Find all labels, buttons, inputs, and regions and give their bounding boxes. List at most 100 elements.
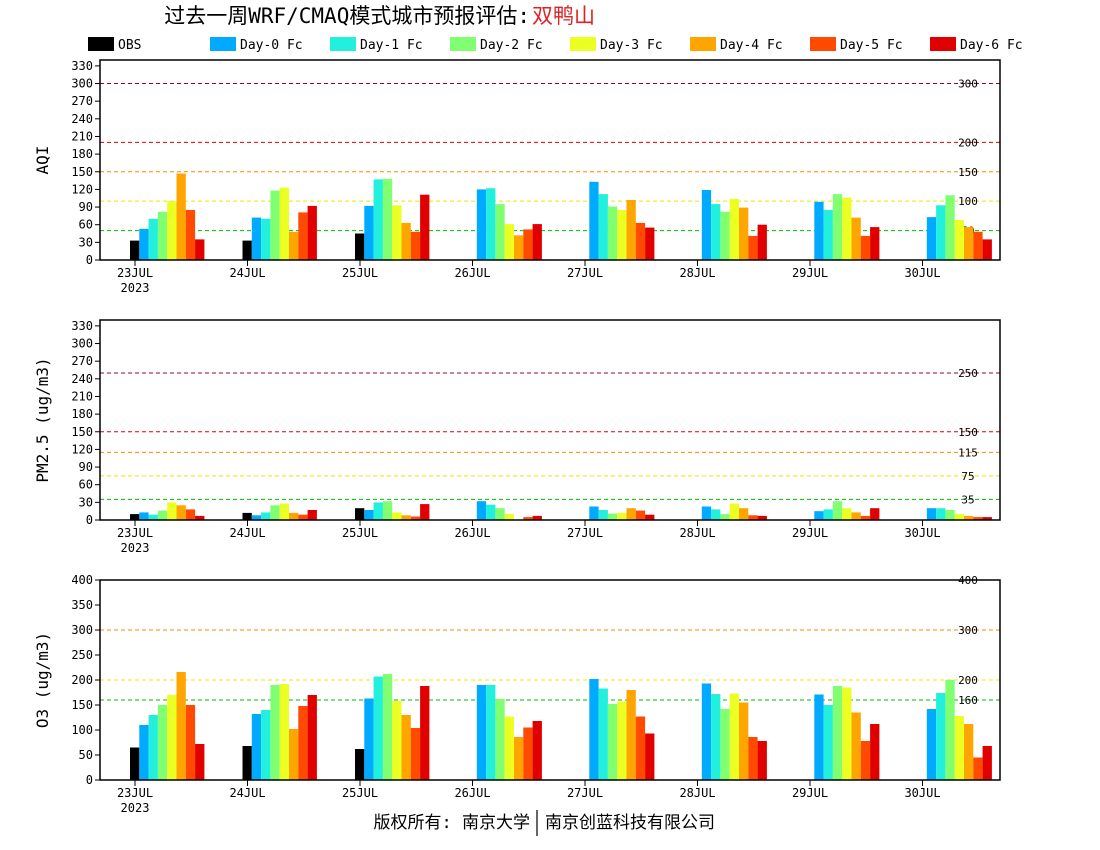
bar-day-3-fc bbox=[392, 205, 402, 260]
bar-day-2-fc bbox=[720, 514, 730, 520]
bar-day-6-fc bbox=[420, 504, 430, 520]
bar-day-4-fc bbox=[626, 200, 636, 260]
bar-day-5-fc bbox=[523, 229, 533, 260]
bar-day-1-fc bbox=[823, 705, 833, 780]
bar-day-6-fc bbox=[532, 224, 542, 260]
bar-obs bbox=[242, 240, 252, 260]
bar-day-1-fc bbox=[598, 688, 608, 780]
bar-day-2-fc bbox=[945, 680, 955, 780]
bar-day-1-fc bbox=[711, 509, 721, 520]
bar-day-3-fc bbox=[617, 701, 627, 780]
bar-day-5-fc bbox=[973, 757, 983, 780]
bar-day-0-fc bbox=[364, 205, 374, 260]
bar-day-5-fc bbox=[185, 509, 196, 520]
bar-day-3-fc bbox=[954, 220, 964, 260]
bar-day-1-fc bbox=[711, 204, 721, 260]
threshold-label: 250 bbox=[958, 367, 978, 380]
bar-day-3-fc bbox=[504, 224, 514, 260]
bar-day-1-fc bbox=[148, 218, 158, 260]
bar-day-4-fc bbox=[289, 231, 299, 260]
bar-day-5-fc bbox=[973, 231, 983, 260]
threshold-label: 160 bbox=[958, 694, 978, 707]
bar-day-4-fc bbox=[176, 672, 186, 780]
y-tick-label: 400 bbox=[71, 573, 93, 587]
bar-day-2-fc bbox=[832, 686, 843, 780]
bar-day-0-fc bbox=[589, 506, 599, 520]
bar-day-6-fc bbox=[757, 515, 767, 520]
bar-day-6-fc bbox=[645, 227, 655, 260]
y-tick-label: 210 bbox=[71, 129, 93, 143]
bar-day-3-fc bbox=[842, 197, 852, 260]
bar-day-6-fc bbox=[870, 724, 880, 780]
bar-day-0-fc bbox=[476, 189, 487, 260]
footer-left: 版权所有: 南京大学 bbox=[374, 813, 530, 833]
bar-day-0-fc bbox=[251, 515, 262, 520]
plot-frame bbox=[99, 319, 1001, 521]
bar-day-1-fc bbox=[148, 514, 158, 520]
y-tick-label: 90 bbox=[79, 200, 93, 214]
x-tick-label: 24JUL bbox=[229, 526, 265, 540]
legend-swatch bbox=[88, 37, 114, 51]
bar-day-1-fc bbox=[486, 685, 496, 780]
o3-panel: 16020030040005010015020025030035040023JU… bbox=[33, 573, 1001, 815]
x-tick-label: 25JUL bbox=[342, 786, 378, 800]
bar-day-5-fc bbox=[185, 705, 196, 780]
bar-day-1-fc bbox=[936, 693, 946, 780]
bar-day-0-fc bbox=[589, 679, 599, 780]
bar-day-2-fc bbox=[270, 505, 280, 520]
bar-day-0-fc bbox=[364, 510, 374, 520]
y-tick-label: 30 bbox=[79, 235, 93, 249]
bar-day-6-fc bbox=[307, 510, 317, 520]
threshold-label: 35 bbox=[961, 493, 974, 506]
bar-day-1-fc bbox=[486, 188, 496, 260]
bar-obs bbox=[355, 508, 365, 520]
bar-day-0-fc bbox=[251, 714, 262, 780]
bar-day-1-fc bbox=[373, 179, 383, 260]
bar-day-0-fc bbox=[589, 181, 599, 260]
legend-swatch bbox=[450, 37, 476, 51]
bar-day-3-fc bbox=[504, 514, 514, 520]
threshold-label: 200 bbox=[958, 136, 978, 149]
x-tick-label: 25JUL bbox=[342, 526, 378, 540]
bar-day-3-fc bbox=[167, 695, 177, 780]
bar-day-1-fc bbox=[261, 218, 271, 260]
bar-day-1-fc bbox=[261, 512, 271, 520]
legend-label: Day-3 Fc bbox=[600, 38, 663, 53]
bar-day-6-fc bbox=[645, 733, 655, 780]
y-tick-label: 180 bbox=[71, 407, 93, 421]
bar-day-4-fc bbox=[289, 729, 299, 780]
bar-day-4-fc bbox=[964, 724, 974, 780]
bar-day-2-fc bbox=[157, 211, 168, 260]
bar-day-3-fc bbox=[729, 503, 739, 520]
bar-obs bbox=[130, 240, 140, 260]
bar-day-3-fc bbox=[392, 512, 402, 520]
bar-day-2-fc bbox=[607, 206, 618, 260]
bar-obs bbox=[242, 512, 252, 520]
legend-label: Day-0 Fc bbox=[240, 38, 303, 53]
bar-day-3-fc bbox=[617, 512, 627, 520]
legend-swatch bbox=[330, 37, 356, 51]
x-tick-label: 24JUL bbox=[229, 786, 265, 800]
bar-day-6-fc bbox=[870, 508, 880, 520]
y-tick-label: 50 bbox=[79, 748, 93, 762]
y-tick-label: 270 bbox=[71, 354, 93, 368]
y-tick-label: 60 bbox=[79, 218, 93, 232]
bar-day-4-fc bbox=[964, 515, 974, 520]
pm25-panel: 35 75 115 150 250 0 30 60 90 120 150 180 210 240 270 30… bbox=[33, 319, 1001, 555]
y-tick-label: 330 bbox=[71, 59, 93, 73]
bar-day-6-fc bbox=[307, 695, 317, 780]
bar-day-6-fc bbox=[195, 515, 205, 520]
legend-swatch bbox=[690, 37, 716, 51]
threshold-label: 300 bbox=[958, 624, 978, 637]
bar-day-6-fc bbox=[982, 746, 992, 780]
y-tick-label: 100 bbox=[71, 723, 93, 737]
bar-day-5-fc bbox=[635, 510, 646, 520]
year-label: 2023 bbox=[121, 801, 150, 815]
legend-label: Day-4 Fc bbox=[720, 38, 783, 53]
bar-day-1-fc bbox=[148, 715, 158, 780]
threshold-label: 115 bbox=[958, 446, 978, 459]
bar-day-6-fc bbox=[532, 721, 542, 780]
bar-day-0-fc bbox=[701, 506, 712, 520]
bar-day-3-fc bbox=[167, 201, 177, 260]
